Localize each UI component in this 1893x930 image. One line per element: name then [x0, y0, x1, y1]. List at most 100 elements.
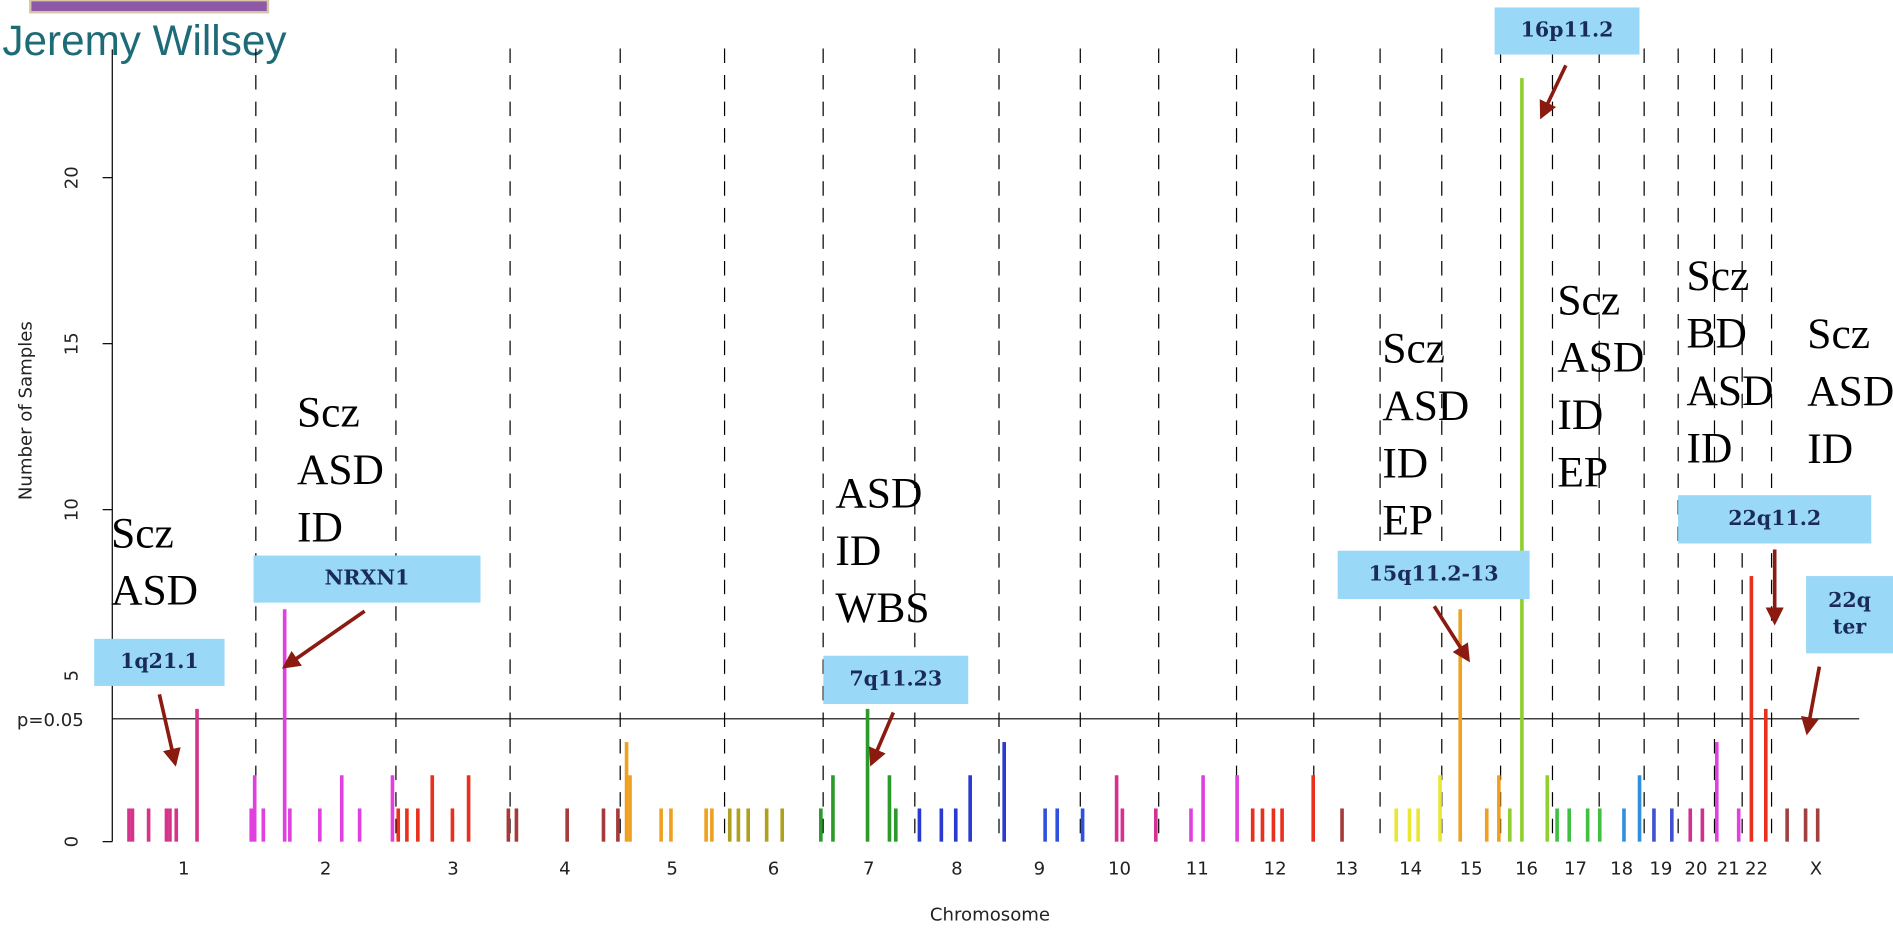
locus-label: 16p11.2 — [1521, 17, 1614, 41]
bar — [628, 775, 632, 842]
bar — [1043, 808, 1047, 842]
locus-label: 7q11.23 — [849, 666, 942, 690]
x-tick-label: 4 — [559, 858, 571, 879]
bar — [1763, 708, 1768, 842]
bar — [1438, 775, 1442, 842]
disorder-label: ASD — [1687, 367, 1774, 415]
bar — [1688, 808, 1693, 842]
x-tick-label: 3 — [447, 858, 459, 879]
bar — [252, 775, 257, 842]
bar — [831, 775, 835, 842]
locus-box — [1494, 7, 1640, 55]
locus-box — [1806, 576, 1893, 654]
locus-arrow — [1539, 64, 1568, 120]
bar — [288, 808, 292, 842]
bar — [318, 808, 322, 842]
disorder-label: Scz — [1382, 325, 1445, 373]
x-tick-label: 13 — [1335, 858, 1358, 879]
bar — [1260, 808, 1265, 842]
bar — [1154, 808, 1158, 842]
speaker-name: Jeremy Willsey — [2, 17, 287, 64]
disorder-label: Scz — [297, 389, 360, 437]
bar — [1484, 808, 1489, 842]
bar — [195, 708, 199, 842]
bar — [466, 775, 471, 842]
bar — [146, 808, 151, 842]
bar — [893, 808, 898, 842]
locus-arrow — [1801, 666, 1822, 736]
bar — [1002, 742, 1006, 842]
bar — [1235, 775, 1239, 842]
disorder-label: ASD — [111, 567, 198, 615]
bar — [282, 609, 287, 842]
bar — [917, 808, 922, 842]
disorder-label: ASD — [1382, 382, 1469, 430]
x-tick-label: 9 — [1034, 858, 1046, 879]
bar — [819, 808, 823, 842]
bar — [1497, 775, 1501, 842]
bar — [1201, 775, 1205, 842]
bar — [1416, 808, 1420, 842]
bar — [1407, 808, 1412, 842]
disorder-label: Scz — [111, 509, 174, 557]
x-tick-label: 18 — [1610, 858, 1633, 879]
disorder-label: ID — [1807, 425, 1853, 473]
bar — [168, 808, 172, 842]
x-tick-label: 21 — [1717, 858, 1740, 879]
bar — [1815, 808, 1820, 842]
bar — [1311, 775, 1316, 842]
x-tick-label: 12 — [1264, 858, 1287, 879]
bar — [1749, 576, 1754, 842]
bar — [1622, 808, 1626, 842]
disorder-label: BD — [1687, 310, 1747, 358]
x-tick-label: 20 — [1685, 858, 1708, 879]
bar — [669, 808, 673, 842]
y-tick-label: 15 — [61, 332, 82, 355]
bar — [1714, 742, 1719, 842]
bar — [357, 808, 362, 842]
bar — [261, 808, 266, 842]
bar — [1458, 609, 1463, 842]
disorder-label: WBS — [835, 584, 929, 632]
bar — [1567, 808, 1572, 842]
disorder-label: EP — [1557, 448, 1608, 496]
bar — [1114, 775, 1119, 842]
bar — [127, 808, 131, 842]
speaker-photo — [28, 0, 270, 14]
bar — [1545, 775, 1550, 842]
bar — [1785, 808, 1789, 842]
x-tick-label: 8 — [951, 858, 963, 879]
x-tick-label: 22 — [1745, 858, 1768, 879]
x-tick-label: 2 — [320, 858, 332, 879]
bar — [1700, 808, 1705, 842]
bar — [249, 808, 254, 842]
bar — [506, 808, 511, 842]
bar — [1597, 808, 1602, 842]
disorder-label: ID — [1557, 391, 1603, 439]
bar — [865, 708, 870, 842]
bar — [339, 775, 344, 842]
x-tick-label: 11 — [1186, 858, 1209, 879]
bar — [405, 808, 409, 842]
bar — [1803, 808, 1808, 842]
disorder-label: ID — [1382, 439, 1428, 487]
x-tick-label: 1 — [178, 858, 190, 879]
bar — [624, 742, 629, 842]
locus-arrow — [281, 609, 366, 669]
x-tick-label: 7 — [863, 858, 875, 879]
disorder-label: ASD — [835, 470, 922, 518]
y-tick-label: 10 — [61, 498, 82, 521]
locus-box — [1337, 550, 1530, 600]
bar — [390, 775, 395, 842]
bar — [953, 808, 958, 842]
bar — [1394, 808, 1399, 842]
x-tick-label: 19 — [1649, 858, 1672, 879]
bar — [1520, 78, 1524, 842]
y-tick-label: 20 — [61, 166, 82, 189]
bar — [130, 808, 135, 842]
bar — [764, 808, 769, 842]
bar — [727, 808, 732, 842]
disorder-label: ASD — [1557, 334, 1644, 382]
locus-label: 22q — [1828, 588, 1871, 612]
